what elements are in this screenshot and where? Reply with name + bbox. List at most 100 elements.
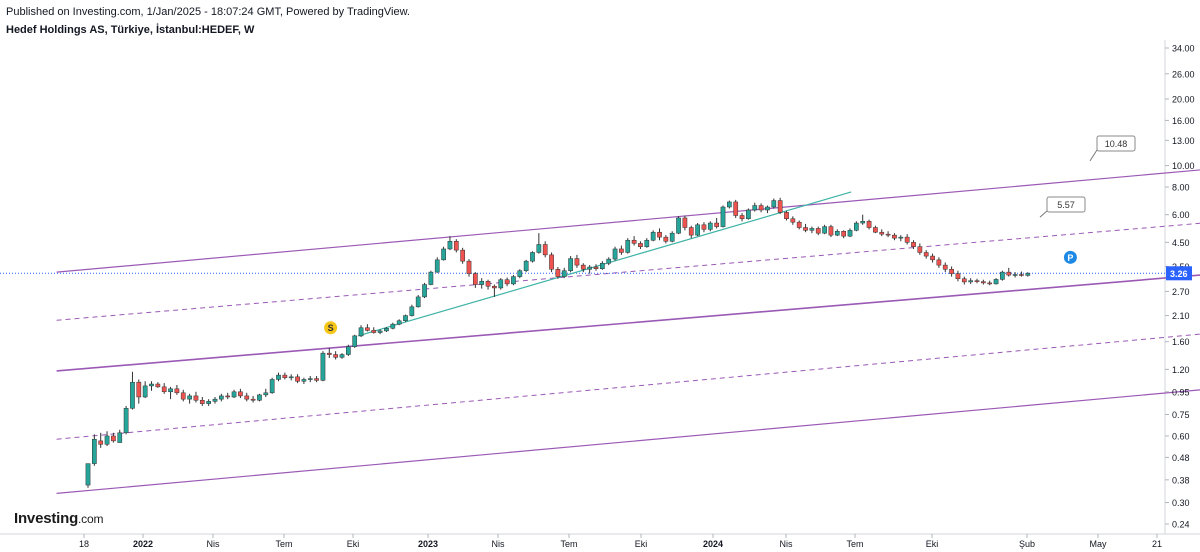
candle: [276, 374, 281, 380]
candle: [771, 200, 777, 208]
logo-name: Investing: [14, 510, 79, 527]
candle: [981, 281, 986, 284]
time-tick-label: 2023: [418, 539, 438, 549]
candle: [968, 280, 973, 283]
candle: [542, 244, 548, 256]
candle: [993, 279, 999, 285]
candle: [365, 327, 370, 331]
candle: [98, 440, 104, 445]
time-tick-label: 2022: [133, 539, 153, 549]
candle: [784, 212, 789, 220]
candle: [828, 226, 834, 236]
candle: [517, 270, 523, 277]
candle: [961, 278, 967, 283]
candle: [244, 395, 250, 400]
time-axis[interactable]: 18 2022 Nis Tem Eki 2023 Nis Tem Eki 2024 Nis Tem Ek…: [79, 534, 1162, 549]
candle: [307, 378, 313, 380]
candle: [904, 236, 910, 243]
candle: [854, 222, 859, 231]
time-tick-label: Tem: [275, 539, 292, 549]
candle: [473, 273, 478, 285]
candle: [885, 233, 891, 236]
candle: [479, 281, 485, 285]
candle: [892, 234, 897, 239]
candle: [314, 378, 319, 381]
candle: [390, 323, 396, 329]
candle: [511, 276, 516, 285]
time-tick-label: Nis: [780, 539, 793, 549]
candle: [346, 346, 351, 355]
candle: [180, 392, 186, 400]
candle: [441, 248, 446, 261]
time-tick-label: Tem: [560, 539, 577, 549]
price-tick-label: 26.00: [1172, 69, 1195, 79]
time-tick-label: Şub: [1019, 539, 1035, 549]
candle: [174, 388, 180, 394]
candles: [85, 197, 1031, 488]
channel-lower-mid-line: [56, 333, 1200, 440]
candle: [149, 383, 154, 387]
channel-upper-line: [56, 169, 1200, 273]
channel-label-box: [1046, 196, 1086, 213]
candle: [238, 391, 243, 397]
candle: [485, 281, 491, 287]
candle: [257, 394, 262, 401]
candle: [466, 260, 472, 274]
price-tick-label: 6.00: [1172, 210, 1190, 220]
candle: [460, 249, 465, 262]
candle: [212, 398, 218, 402]
candle: [193, 395, 199, 401]
investing-logo[interactable]: Investing.com: [14, 510, 103, 527]
candle: [1006, 271, 1012, 276]
symbol-title: Hedef Holdings AS, Türkiye, İstanbul:HED…: [6, 24, 255, 36]
candle: [936, 259, 942, 266]
channel-label-callout: [1089, 149, 1098, 162]
candle: [199, 399, 205, 404]
candle: [790, 218, 796, 223]
candle: [625, 239, 631, 253]
candle: [644, 239, 650, 247]
candle: [396, 320, 402, 325]
candle: [650, 231, 656, 241]
candle: [917, 246, 923, 253]
candle: [403, 315, 408, 321]
candle: [987, 282, 993, 285]
candle: [187, 395, 192, 400]
candle: [231, 391, 237, 398]
channel-lines: [56, 169, 1200, 494]
last-price-label: 3.26: [1170, 269, 1188, 279]
price-tick-label: 16.00: [1172, 116, 1195, 126]
price-axis[interactable]: 34.00 26.00 20.00 16.00 13.00 10.00 8.00 6.00 4.…: [1165, 44, 1195, 530]
candle: [295, 376, 300, 382]
channel-label-text: 5.57: [1057, 200, 1075, 210]
candle: [142, 385, 148, 398]
candle: [758, 205, 764, 211]
candle: [663, 236, 669, 242]
time-tick-label: 2024: [703, 539, 723, 549]
candle: [123, 408, 129, 434]
time-tick-label: Eki: [926, 539, 939, 549]
logo-suffix: .com: [78, 512, 104, 526]
price-tick-label: 0.75: [1172, 410, 1190, 420]
candle: [384, 328, 389, 332]
candle: [117, 432, 123, 443]
marker-circle: [1063, 250, 1077, 264]
candle: [111, 435, 116, 442]
candle: [727, 201, 732, 208]
candle: [453, 241, 459, 251]
price-tick-label: 1.60: [1172, 337, 1190, 347]
candle: [657, 231, 662, 238]
candle: [568, 258, 573, 271]
marker-label: P: [1067, 253, 1073, 263]
candle: [587, 266, 592, 270]
candle: [161, 386, 167, 393]
candle: [434, 259, 440, 273]
candle: [168, 388, 173, 393]
candle: [415, 296, 421, 308]
candle: [803, 227, 808, 231]
candle: [333, 354, 338, 358]
channel-base-line: [56, 274, 1200, 372]
candle: [815, 228, 821, 234]
price-tick-label: 0.38: [1172, 475, 1190, 485]
